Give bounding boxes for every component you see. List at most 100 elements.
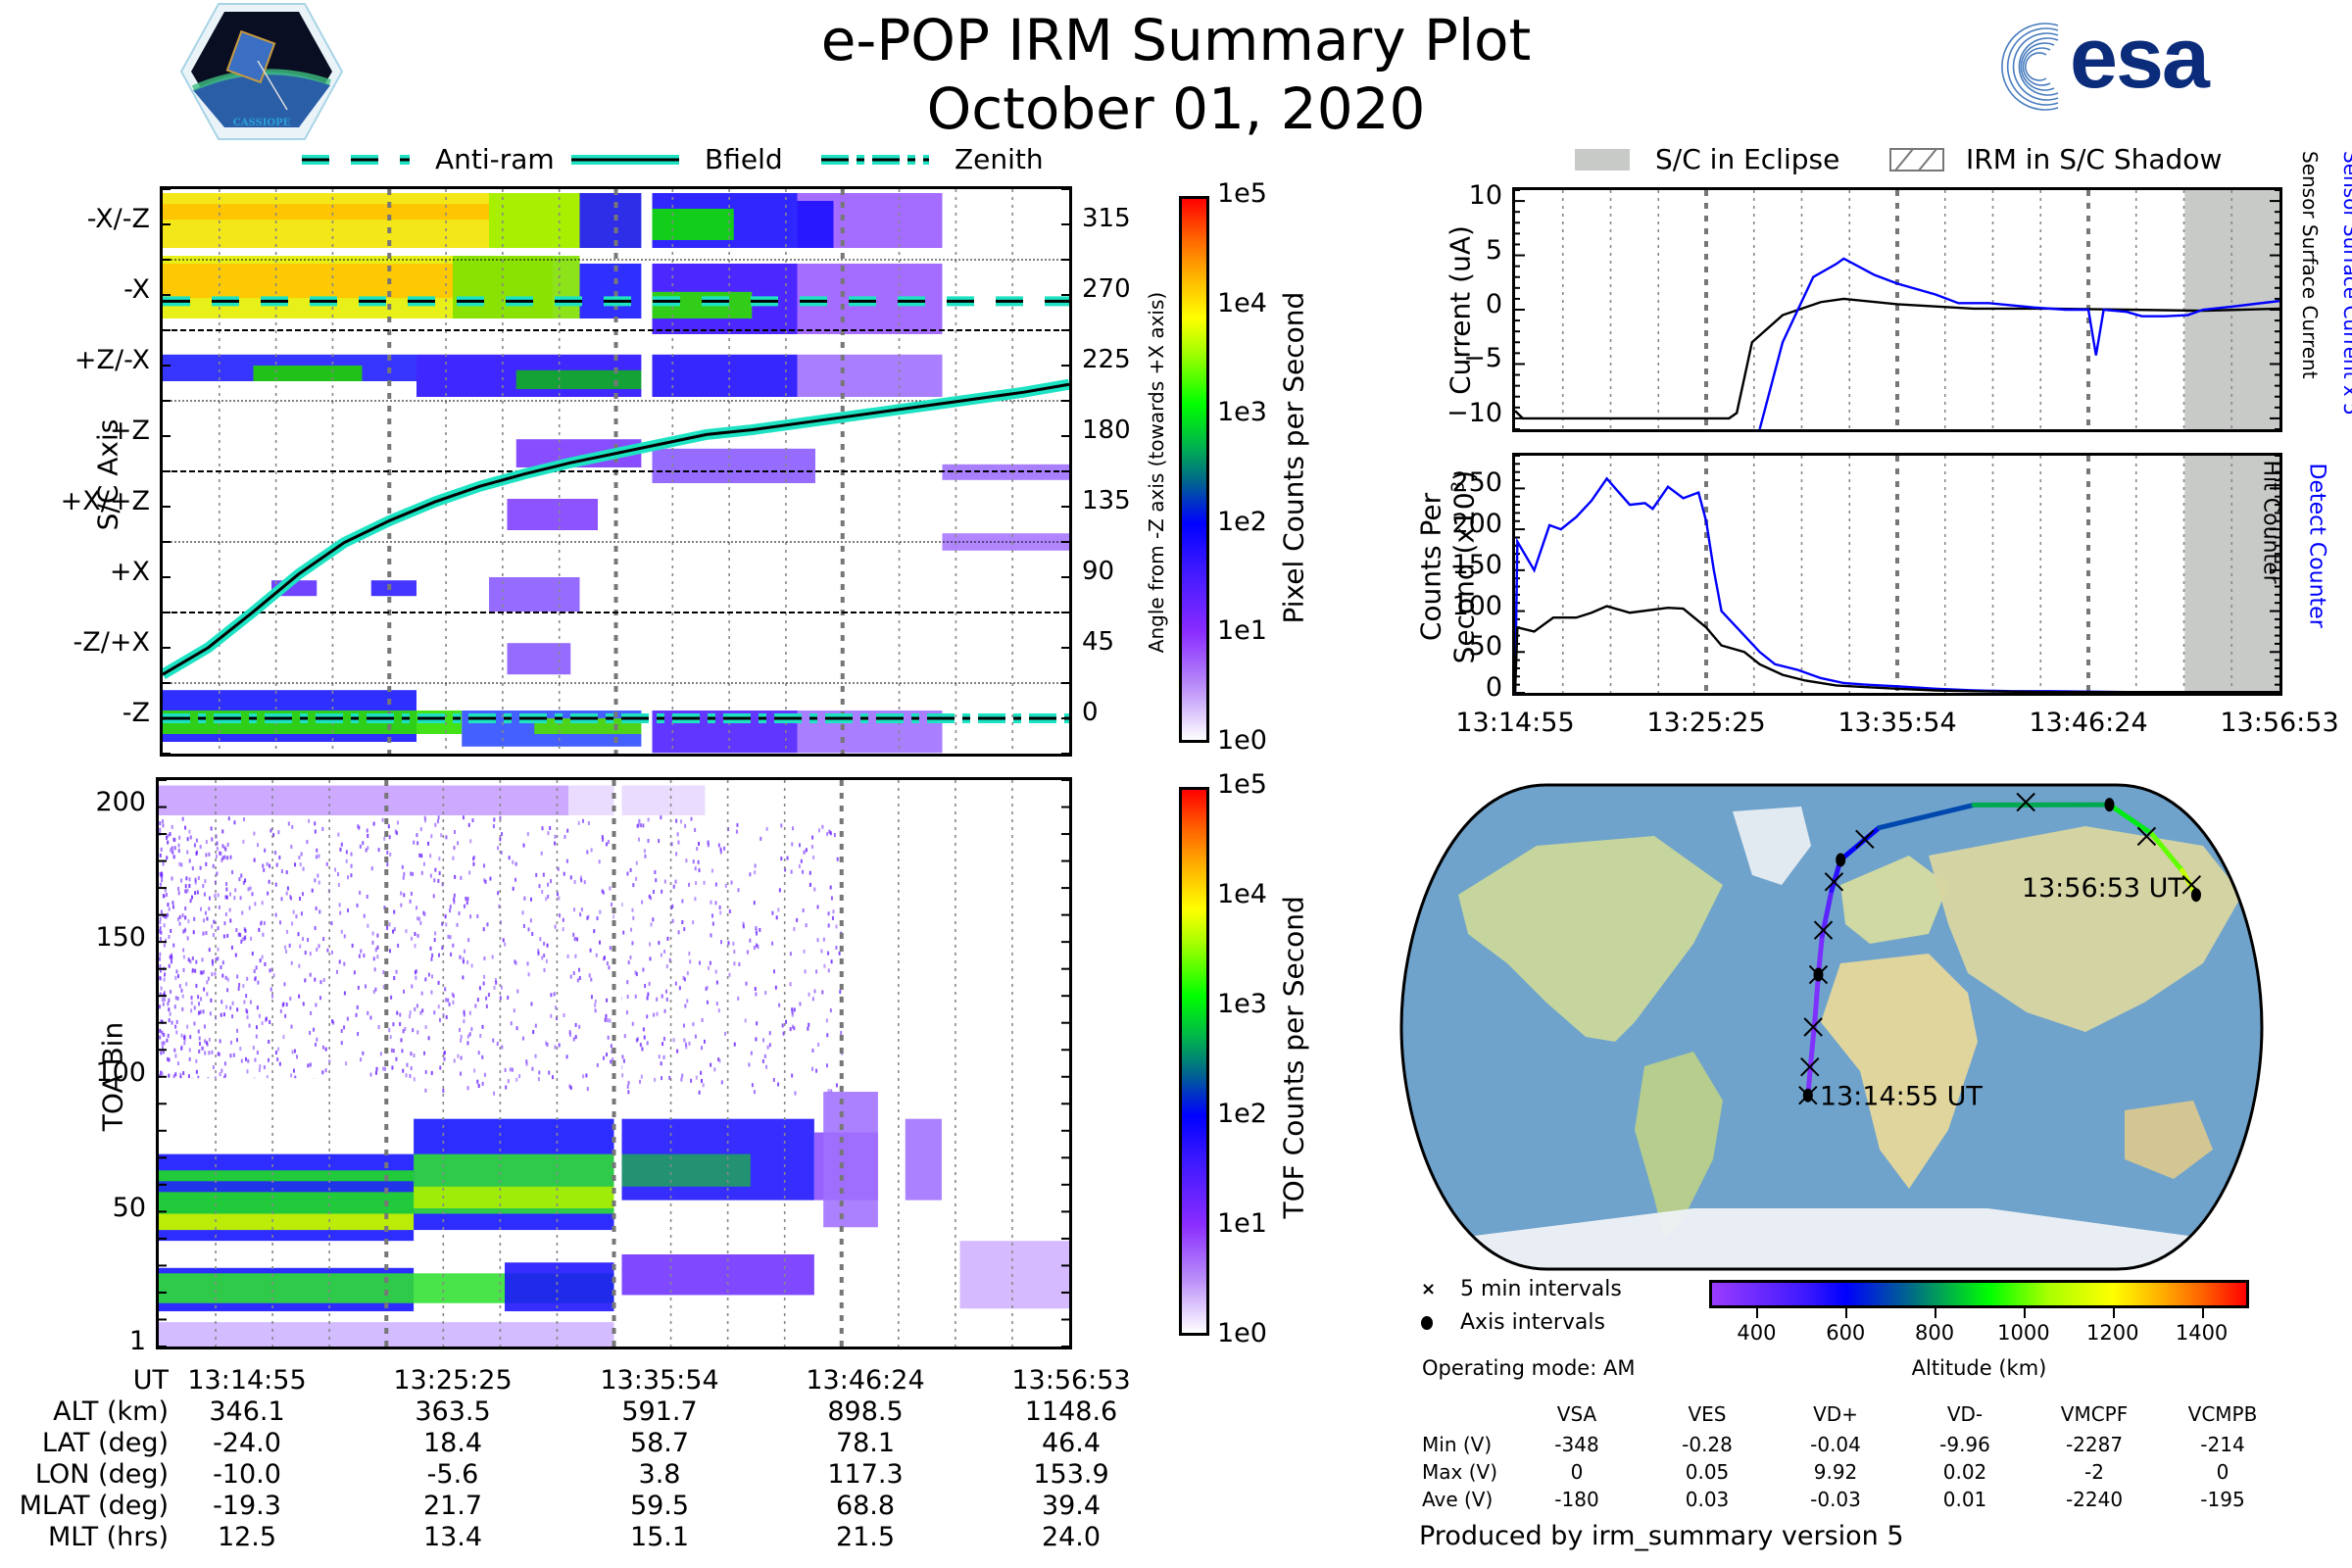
- heatmap-cell: [433, 938, 436, 943]
- heatmap-cell: [244, 1056, 247, 1061]
- heatmap-cell: [170, 989, 172, 994]
- ephemeris-cell: 15.1: [629, 1522, 690, 1552]
- heatmap-cell: [539, 937, 542, 942]
- heatmap-cell: [445, 1014, 448, 1019]
- heatmap-cell: [489, 577, 580, 612]
- heatmap-cell: [335, 969, 338, 974]
- heatmap-cell: [168, 934, 171, 939]
- heatmap-cell: [161, 1030, 164, 1035]
- heatmap-cell: [188, 883, 191, 888]
- heatmap-cell: [225, 882, 228, 887]
- heatmap-cell: [228, 907, 231, 912]
- heatmap-cell: [369, 1015, 372, 1020]
- five-min-marker: [1813, 920, 1834, 940]
- heatmap-cell: [791, 1073, 794, 1078]
- heatmap-cell: [696, 847, 699, 852]
- ephemeris-cell: 363.5: [415, 1396, 491, 1427]
- heatmap-cell: [502, 938, 505, 943]
- heatmap-cell: [212, 863, 215, 868]
- heatmap-cell: [568, 1030, 571, 1035]
- angle-tick-label: 270: [1082, 274, 1131, 304]
- heatmap-cell: [635, 1038, 638, 1043]
- heatmap-cell: [751, 1083, 754, 1088]
- heatmap-cell: [479, 1033, 482, 1038]
- legend-label: IRM in S/C Shadow: [1966, 143, 2223, 175]
- heatmap-cell: [369, 1072, 372, 1077]
- heatmap-cell: [225, 1004, 228, 1009]
- voltage-cell: 0.05: [1685, 1460, 1730, 1484]
- heatmap-cell: [718, 905, 721, 909]
- heatmap-cell: [184, 884, 187, 889]
- heatmap-cell: [756, 943, 759, 948]
- heatmap-cell: [839, 990, 842, 995]
- heatmap-cell: [161, 1045, 164, 1050]
- heatmap-cell: [176, 917, 179, 922]
- ephemeris-row-label: ALT (km): [53, 1396, 169, 1427]
- heatmap-cell: [410, 936, 413, 941]
- heatmap-cell: [466, 1034, 469, 1039]
- heatmap-cell: [525, 1061, 528, 1066]
- voltage-cell: 0: [1570, 1460, 1584, 1484]
- heatmap-cell: [486, 922, 489, 927]
- heatmap-cell: [559, 913, 562, 918]
- heatmap-cell: [338, 903, 341, 907]
- heatmap-cell: [462, 975, 465, 980]
- heatmap-cell: [701, 1017, 704, 1022]
- heatmap-cell: [204, 879, 207, 884]
- heatmap-cell: [447, 934, 450, 939]
- heatmap-cell: [686, 999, 689, 1004]
- heatmap-cell: [234, 888, 237, 893]
- heatmap-cell: [832, 909, 835, 914]
- heatmap-cell: [800, 858, 803, 863]
- heatmap-cell: [280, 869, 283, 874]
- sc-axis-tick-label: +Z: [109, 416, 150, 446]
- heatmap-cell: [185, 982, 188, 987]
- heatmap-cell: [568, 1084, 571, 1089]
- heatmap-cell: [159, 1004, 162, 1009]
- heatmap-cell: [253, 969, 256, 974]
- heatmap-cell: [796, 917, 799, 922]
- heatmap-cell: [710, 868, 713, 873]
- heatmap-cell: [646, 996, 649, 1001]
- heatmap-cell: [239, 932, 242, 937]
- heatmap-cell: [543, 941, 546, 946]
- heatmap-cell: [580, 907, 583, 912]
- heatmap-cell: [437, 1004, 440, 1009]
- heatmap-cell: [797, 710, 943, 754]
- heatmap-cell: [400, 903, 403, 907]
- heatmap-cell: [492, 1038, 495, 1043]
- heatmap-cell: [223, 846, 226, 851]
- counts-x-tick-label: 13:35:54: [1838, 708, 1957, 738]
- heatmap-cell: [236, 974, 239, 979]
- heatmap-cell: [208, 948, 211, 953]
- heatmap-cell: [288, 943, 291, 948]
- heatmap-cell: [185, 876, 188, 881]
- data-gap: [613, 780, 622, 1347]
- heatmap-cell: [627, 1090, 630, 1095]
- heatmap-cell: [390, 1048, 393, 1053]
- heatmap-cell: [229, 918, 232, 923]
- heatmap-cell: [534, 1023, 537, 1028]
- heatmap-cell: [161, 871, 164, 876]
- heatmap-cell: [211, 837, 214, 842]
- heatmap-cell: [746, 950, 749, 955]
- heatmap-cell: [807, 1026, 809, 1031]
- heatmap-cell: [828, 829, 831, 834]
- current-plot: [1512, 187, 2282, 432]
- heatmap-cell: [394, 829, 397, 834]
- heatmap-cell: [178, 835, 181, 840]
- tof-colorbar-tick: 1e2: [1217, 1099, 1267, 1129]
- heatmap-cell: [220, 1068, 223, 1073]
- heatmap-cell: [419, 1010, 422, 1015]
- heatmap-cell: [489, 193, 580, 248]
- heatmap-cell: [414, 932, 416, 937]
- heatmap-cell: [188, 1056, 191, 1061]
- heatmap-cell: [509, 1067, 512, 1072]
- heatmap-cell: [346, 1016, 349, 1021]
- heatmap-cell: [826, 832, 829, 837]
- heatmap-cell: [217, 956, 220, 961]
- heatmap-cell: [350, 863, 353, 868]
- heatmap-cell: [311, 888, 314, 893]
- heatmap-cell: [466, 959, 469, 964]
- heatmap-cell: [648, 981, 651, 986]
